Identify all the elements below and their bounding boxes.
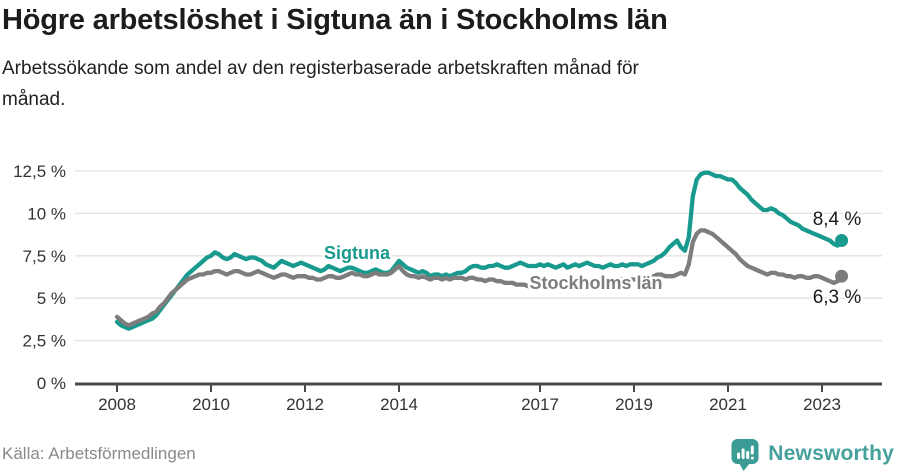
y-tick-label: 10 %: [27, 204, 66, 223]
newsworthy-logo-icon: [731, 438, 759, 471]
gridlines: 0 % 2,5 % 5 % 7,5 % 10 % 12,5 %: [13, 162, 882, 393]
chart-header: Högre arbetslöshet i Sigtuna än i Stockh…: [0, 0, 900, 115]
series-end-dot-sigtuna: [835, 234, 849, 247]
x-tick-label: 2012: [286, 395, 324, 414]
y-tick-label: 12,5 %: [13, 162, 66, 181]
x-axis: 2008 2010 2012 2014 2017 2019 2021 2023: [75, 382, 882, 414]
newsworthy-wordmark: Newsworthy: [768, 442, 894, 465]
y-tick-label: 0 %: [37, 374, 66, 393]
newsworthy-brand: Newsworthy: [730, 438, 894, 471]
x-tick-label: 2019: [615, 395, 653, 414]
end-value-label-sigtuna: 8,4 %: [813, 209, 862, 230]
chart-subtitle-line-2: månad.: [2, 89, 66, 111]
series-line-sigtuna: [114, 170, 844, 331]
series-lines: [114, 170, 849, 331]
series-line-stockholms-lan: [114, 228, 844, 328]
y-tick-label: 2,5 %: [23, 332, 66, 351]
x-tick-label: 2010: [192, 395, 230, 414]
chart-footer: Källa: Arbetsförmedlingen Newsworthy: [0, 434, 900, 474]
x-tick-label: 2021: [709, 395, 747, 414]
x-tick-label: 2023: [803, 395, 841, 414]
chart-subtitle-line-1: Arbetssökande som andel av den registerb…: [2, 58, 639, 80]
x-tick-label: 2014: [380, 395, 418, 414]
source-note: Källa: Arbetsförmedlingen: [2, 444, 196, 463]
y-tick-label: 7,5 %: [23, 247, 66, 266]
end-value-label-stockholms-lan: 6,3 %: [813, 287, 862, 308]
chart-title: Högre arbetslöshet i Sigtuna än i Stockh…: [2, 4, 668, 36]
y-tick-label: 5 %: [37, 289, 66, 308]
chart-annotations: Sigtuna Stockholms län 8,4 % 6,3 %: [322, 207, 864, 310]
x-tick-label: 2017: [521, 395, 559, 414]
series-label-stockholms-lan: Stockholms län: [529, 273, 662, 293]
chart-subtitle: Arbetssökande som andel av den registerb…: [2, 53, 900, 115]
series-end-dot-stockholms-lan: [835, 269, 849, 283]
series-label-sigtuna: Sigtuna: [324, 243, 391, 263]
x-tick-label: 2008: [98, 395, 136, 414]
